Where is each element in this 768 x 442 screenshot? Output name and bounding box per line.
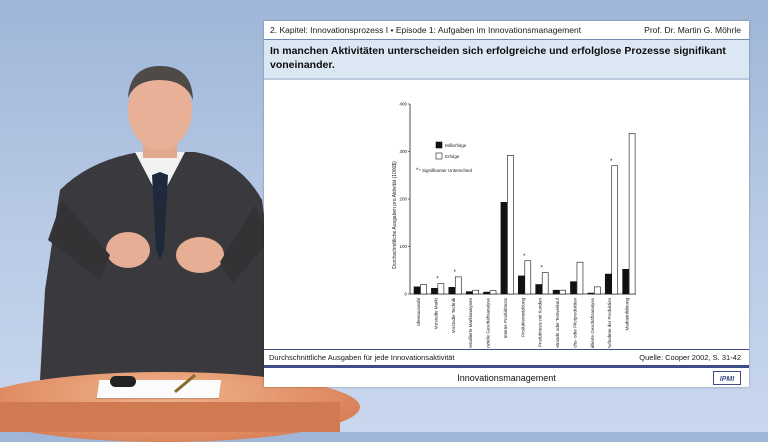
bar-misserfolge [483, 291, 490, 295]
bar-erfolge [594, 286, 601, 295]
significance-marker: * [436, 277, 439, 283]
bar-misserfolge [604, 273, 612, 295]
bar-chart: 0 100 200 300 400 * * * * * Ideenauswahl Vorstudi… [392, 102, 636, 359]
bar-misserfolge [552, 289, 560, 295]
slide-header: 2. Kapitel: Innovationsprozess I • Episo… [264, 21, 749, 40]
bar-erfolge [524, 260, 532, 295]
bar-erfolge [420, 284, 427, 295]
y-tick-label: 100 [399, 244, 407, 249]
x-tick-label: Testmarkt oder Testverkauf [555, 297, 560, 348]
significance-marker: * [454, 270, 457, 276]
bar-misserfolge [535, 284, 542, 295]
bar-misserfolge [431, 288, 438, 295]
annotation-star: * [416, 168, 419, 174]
y-tick-label: 0 [404, 292, 407, 297]
bar-erfolge [437, 283, 445, 295]
y-tick-label: 200 [399, 197, 407, 202]
y-tick-label: 300 [399, 149, 407, 154]
title-box: In manchen Aktivitäten unterscheiden sic… [264, 40, 749, 80]
x-tick-label: Vorstudie Technik [451, 297, 456, 333]
annotation-text: * Signifikanter Unterschied [419, 168, 473, 173]
bar-erfolge [507, 155, 514, 295]
bar-misserfolge [465, 291, 473, 295]
y-axis-label: Durchschnittliche Ausgaben pro Aktivität… [392, 161, 398, 269]
legend-label: Mißerfolge [445, 143, 467, 148]
bar-misserfolge [570, 281, 577, 295]
chart-x-labels: Ideenauswahl Vorstudie Markt Vorstudie Tec… [416, 297, 630, 359]
x-tick-label: Produktentwicklung [520, 298, 525, 338]
x-tick-label: Versuchs- oder Pilotproduktion [572, 298, 577, 348]
svg-text:IPMI: IPMI [720, 376, 735, 383]
chapter-label: 2. Kapitel: Innovationsprozess I • Episo… [270, 25, 582, 35]
chart-axes: 0 100 200 300 400 [399, 102, 636, 297]
bar-misserfolge [448, 287, 456, 295]
x-tick-label: Produkttests mit Kunden [538, 298, 543, 348]
source-label: Quelle: Cooper 2002, S. 31-42 [639, 353, 741, 362]
chart-bars: * * * * * [413, 133, 636, 295]
chart-legend: Mißerfolge Erfolge [435, 141, 467, 160]
bar-erfolge [559, 289, 566, 295]
bar-erfolge [454, 276, 462, 295]
caption-bar: Durchschnittliche Ausgaben für jede Inno… [264, 349, 749, 364]
bar-misserfolge [500, 202, 508, 295]
slide-footer: Innovationsmanagement IPMI [264, 365, 749, 390]
bar-erfolge [472, 289, 479, 295]
slide-title: In manchen Aktivitäten unterscheiden sic… [270, 45, 726, 71]
x-tick-label: Finanzielle Geschäftsanalyse [486, 298, 491, 348]
bar-misserfolge [587, 292, 595, 295]
bar-misserfolge [622, 269, 629, 295]
legend-swatch [435, 141, 443, 149]
bar-erfolge [576, 261, 584, 295]
legend-swatch [435, 152, 443, 160]
slide: 2. Kapitel: Innovationsprozess I • Episo… [264, 21, 749, 387]
footer-title: Innovationsmanagement [457, 373, 556, 383]
ipmi-logo: IPMI [713, 371, 741, 385]
desk-front [0, 402, 340, 432]
legend-label: Erfolge [445, 154, 460, 159]
significance-marker: * [523, 254, 526, 260]
bar-erfolge [489, 290, 497, 295]
bar-erfolge [628, 133, 636, 295]
x-tick-label: Interne Produkttests [503, 297, 508, 338]
x-tick-label: Markteinführung [625, 298, 630, 331]
presenter-figure [40, 66, 275, 380]
significance-marker: * [541, 266, 544, 272]
x-tick-label: Aufnahme der Produktion [607, 298, 612, 348]
x-tick-label: Detaillierte Marktanalysen [468, 298, 473, 348]
chart-area: 0 100 200 300 400 * * * * * Ideenauswahl Vorstudi… [264, 80, 749, 359]
significance-marker: * [610, 159, 613, 165]
bar-misserfolge [413, 286, 421, 295]
x-tick-label: Ideenauswahl [416, 298, 421, 326]
bar-erfolge [611, 165, 619, 295]
chart-caption: Durchschnittliche Ausgaben für jede Inno… [269, 353, 455, 362]
bar-misserfolge [518, 275, 525, 295]
y-tick-label: 400 [399, 102, 407, 107]
author-label: Prof. Dr. Martin G. Möhrle [644, 25, 741, 35]
remote-control [110, 376, 136, 387]
x-tick-label: Vorstudie Markt [433, 297, 438, 329]
presenter [0, 0, 300, 432]
bar-erfolge [541, 272, 549, 295]
x-tick-label: Detaillierte Geschäftsanalyse [590, 298, 595, 348]
